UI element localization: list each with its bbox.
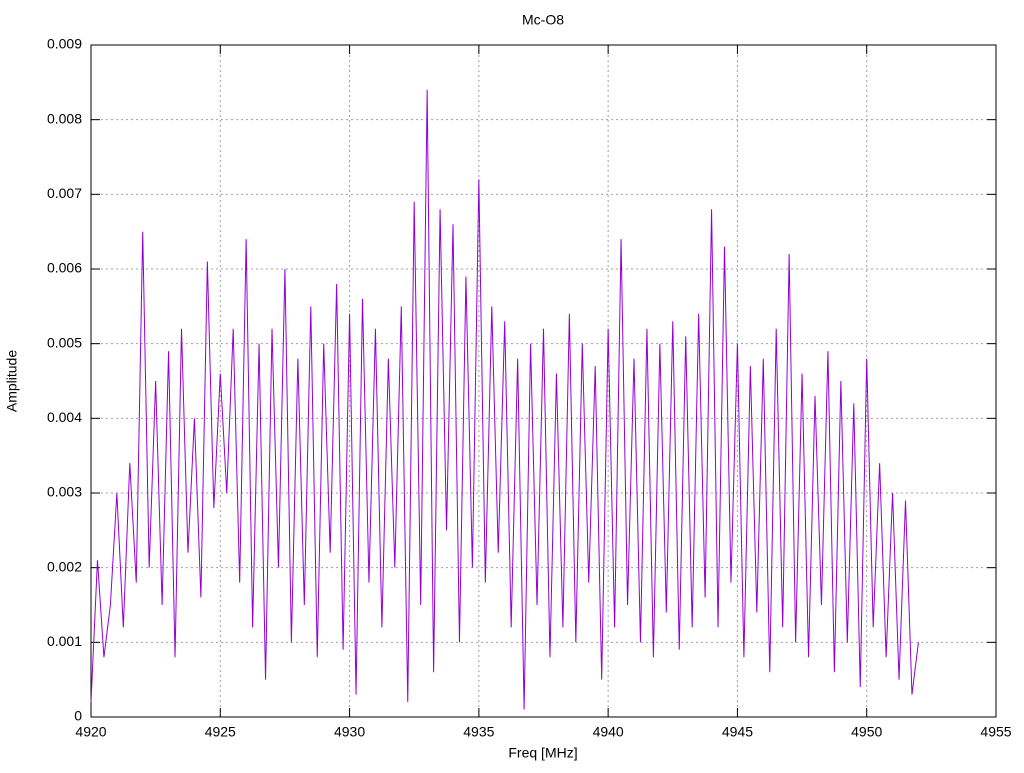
x-tick-label: 4935	[463, 724, 494, 740]
y-tick-label: 0.003	[47, 484, 82, 500]
y-tick-label: 0.004	[47, 409, 82, 425]
y-tick-label: 0.009	[47, 36, 82, 52]
chart-title: Mc-O8	[522, 12, 564, 28]
x-tick-label: 4940	[593, 724, 624, 740]
x-tick-label: 4920	[75, 724, 106, 740]
y-tick-label: 0.008	[47, 110, 82, 126]
y-tick-label: 0.002	[47, 558, 82, 574]
x-tick-label: 4955	[980, 724, 1011, 740]
x-axis-label: Freq [MHz]	[508, 745, 577, 761]
y-tick-label: 0.007	[47, 185, 82, 201]
y-axis-label: Amplitude	[4, 350, 20, 412]
y-tick-label: 0.006	[47, 260, 82, 276]
x-tick-label: 4930	[334, 724, 365, 740]
y-tick-label: 0	[74, 708, 82, 724]
x-tick-label: 4950	[851, 724, 882, 740]
x-tick-label: 4925	[205, 724, 236, 740]
spectrum-line	[90, 89, 919, 710]
plot-frame	[90, 44, 997, 718]
y-tick-label: 0.005	[47, 334, 82, 350]
x-tick-label: 4945	[722, 724, 753, 740]
y-tick-label: 0.001	[47, 633, 82, 649]
